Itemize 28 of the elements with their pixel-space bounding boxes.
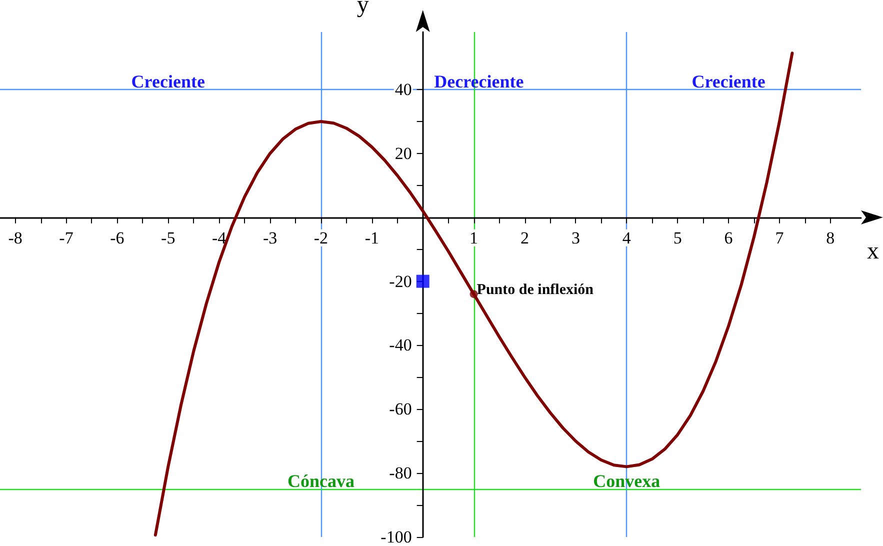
x-tick-label: -5 xyxy=(161,228,176,248)
x-tick-label: -8 xyxy=(8,228,22,248)
x-tick-label: -2 xyxy=(314,228,328,248)
annotation: Creciente xyxy=(131,72,205,92)
y-tick-label: -80 xyxy=(389,464,412,483)
x-axis-title: x xyxy=(867,238,879,264)
x-tick-label: -1 xyxy=(364,228,379,248)
y-tick-label: -100 xyxy=(380,528,412,546)
x-tick-label: -6 xyxy=(110,228,124,248)
x-tick-label: 8 xyxy=(826,228,835,248)
annotation: Creciente xyxy=(692,72,766,92)
x-tick-label: -4 xyxy=(212,228,227,248)
x-tick-label: 5 xyxy=(673,228,682,248)
x-tick-label: -3 xyxy=(262,228,278,248)
x-tick-label: -7 xyxy=(59,228,74,248)
x-tick-label: 1 xyxy=(470,228,478,248)
y-tick-label: 40 xyxy=(394,80,412,100)
x-tick-label: 7 xyxy=(775,228,784,248)
x-tick-label: 6 xyxy=(724,228,733,248)
y-tick-label: 20 xyxy=(394,144,412,163)
y-tick-label: -60 xyxy=(389,400,412,419)
y-tick-label: -20 xyxy=(389,272,412,291)
x-tick-label: 4 xyxy=(622,228,632,248)
x-tick-label: 2 xyxy=(520,228,529,248)
y-tick-label: -40 xyxy=(389,336,412,355)
annotation: Punto de inflexión xyxy=(476,282,594,298)
y-axis-title: y xyxy=(356,0,369,18)
x-tick-label: 3 xyxy=(571,228,580,248)
